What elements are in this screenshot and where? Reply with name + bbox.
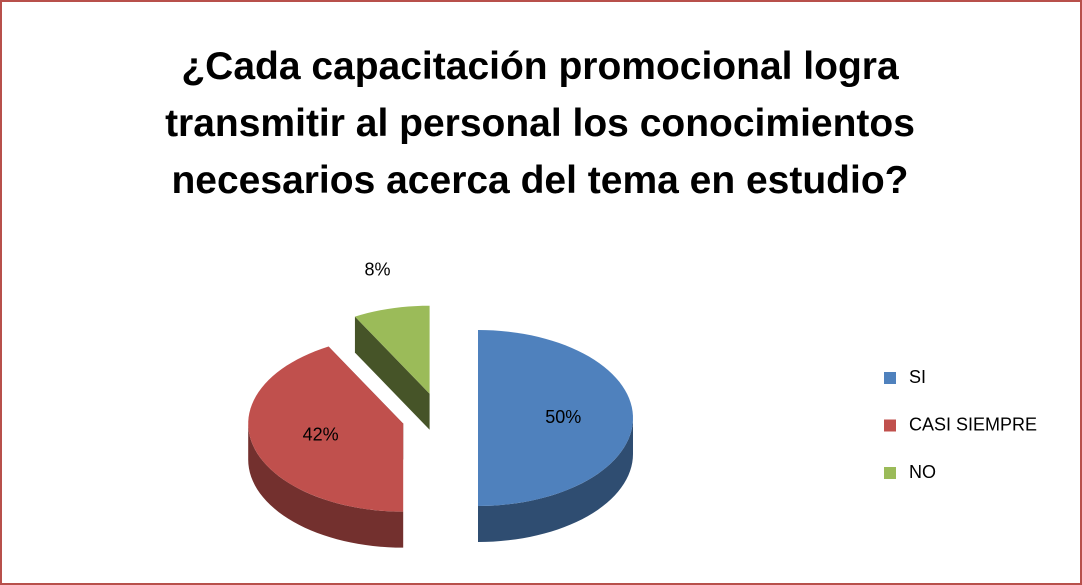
legend-swatch (884, 372, 896, 384)
legend-label: NO (909, 462, 936, 482)
data-label: 42% (303, 424, 339, 444)
slice-side (354, 316, 430, 430)
slice-top (248, 346, 404, 512)
pie-slice (354, 305, 430, 430)
data-label: 50% (545, 407, 581, 427)
legend-label: CASI SIEMPRE (909, 414, 1037, 434)
legend-label: SI (909, 367, 926, 387)
data-label: 8% (365, 259, 391, 279)
pie-slice (248, 346, 404, 548)
slice-wall (248, 423, 404, 548)
slice-top (354, 305, 430, 394)
legend-swatch (884, 419, 896, 432)
legend-swatch (884, 467, 896, 479)
chart-title: ¿Cada capacitación promocional logra tra… (165, 45, 915, 202)
slice-top (478, 330, 633, 506)
pie-slice (478, 330, 633, 542)
slice-wall (478, 418, 633, 542)
